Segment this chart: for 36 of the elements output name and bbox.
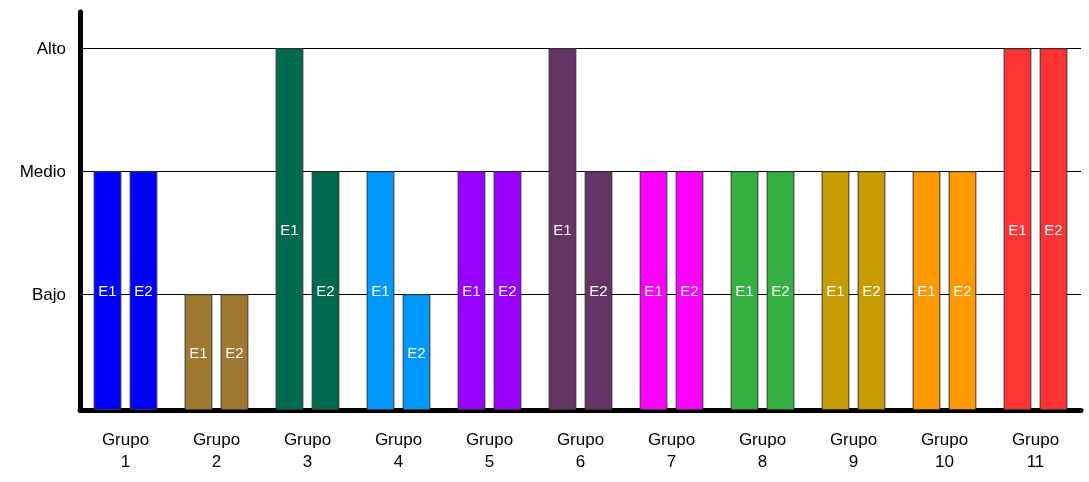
text: E2 xyxy=(316,282,335,300)
x-tick-label: Grupo 10 xyxy=(920,429,969,471)
text: E2 xyxy=(862,282,881,300)
x-tick-label: Grupo 11 xyxy=(1011,429,1060,471)
text: E2 xyxy=(953,282,972,300)
text: E2 xyxy=(589,282,608,300)
ref-line-label: Medio xyxy=(19,161,66,181)
x-tick-label: Grupo 6 xyxy=(556,429,605,471)
text: E2 xyxy=(225,343,244,361)
text: E1 xyxy=(189,343,208,361)
text: E1 xyxy=(98,282,117,300)
series-label: E2 xyxy=(1044,220,1063,238)
text: E2 xyxy=(407,343,426,361)
x-tick-label: Grupo 7 xyxy=(647,429,696,471)
text: E2 xyxy=(771,282,790,300)
text: E1 xyxy=(735,282,754,300)
text: E1 xyxy=(280,220,299,238)
text: E1 xyxy=(826,282,845,300)
text: E1 xyxy=(553,220,572,238)
x-tick-label: Grupo 4 xyxy=(374,429,423,471)
text: E1 xyxy=(644,282,663,300)
text: E1 xyxy=(371,282,390,300)
ref-line-label: Alto xyxy=(36,38,66,58)
x-tick-label: Grupo 1 xyxy=(101,429,150,471)
x-tick-label: Grupo 9 xyxy=(829,429,878,471)
text: E2 xyxy=(134,282,153,300)
x-tick-label: Grupo 3 xyxy=(283,429,332,471)
series-label: E1 xyxy=(1008,220,1027,238)
x-tick-label: Grupo 5 xyxy=(465,429,514,471)
text: E2 xyxy=(680,282,699,300)
text: E1 xyxy=(917,282,936,300)
x-tick-label: Grupo 8 xyxy=(738,429,787,471)
x-tick-label: Grupo 2 xyxy=(192,429,241,471)
ref-line-label: Bajo xyxy=(31,284,66,304)
text: E1 xyxy=(462,282,481,300)
text: E2 xyxy=(498,282,517,300)
